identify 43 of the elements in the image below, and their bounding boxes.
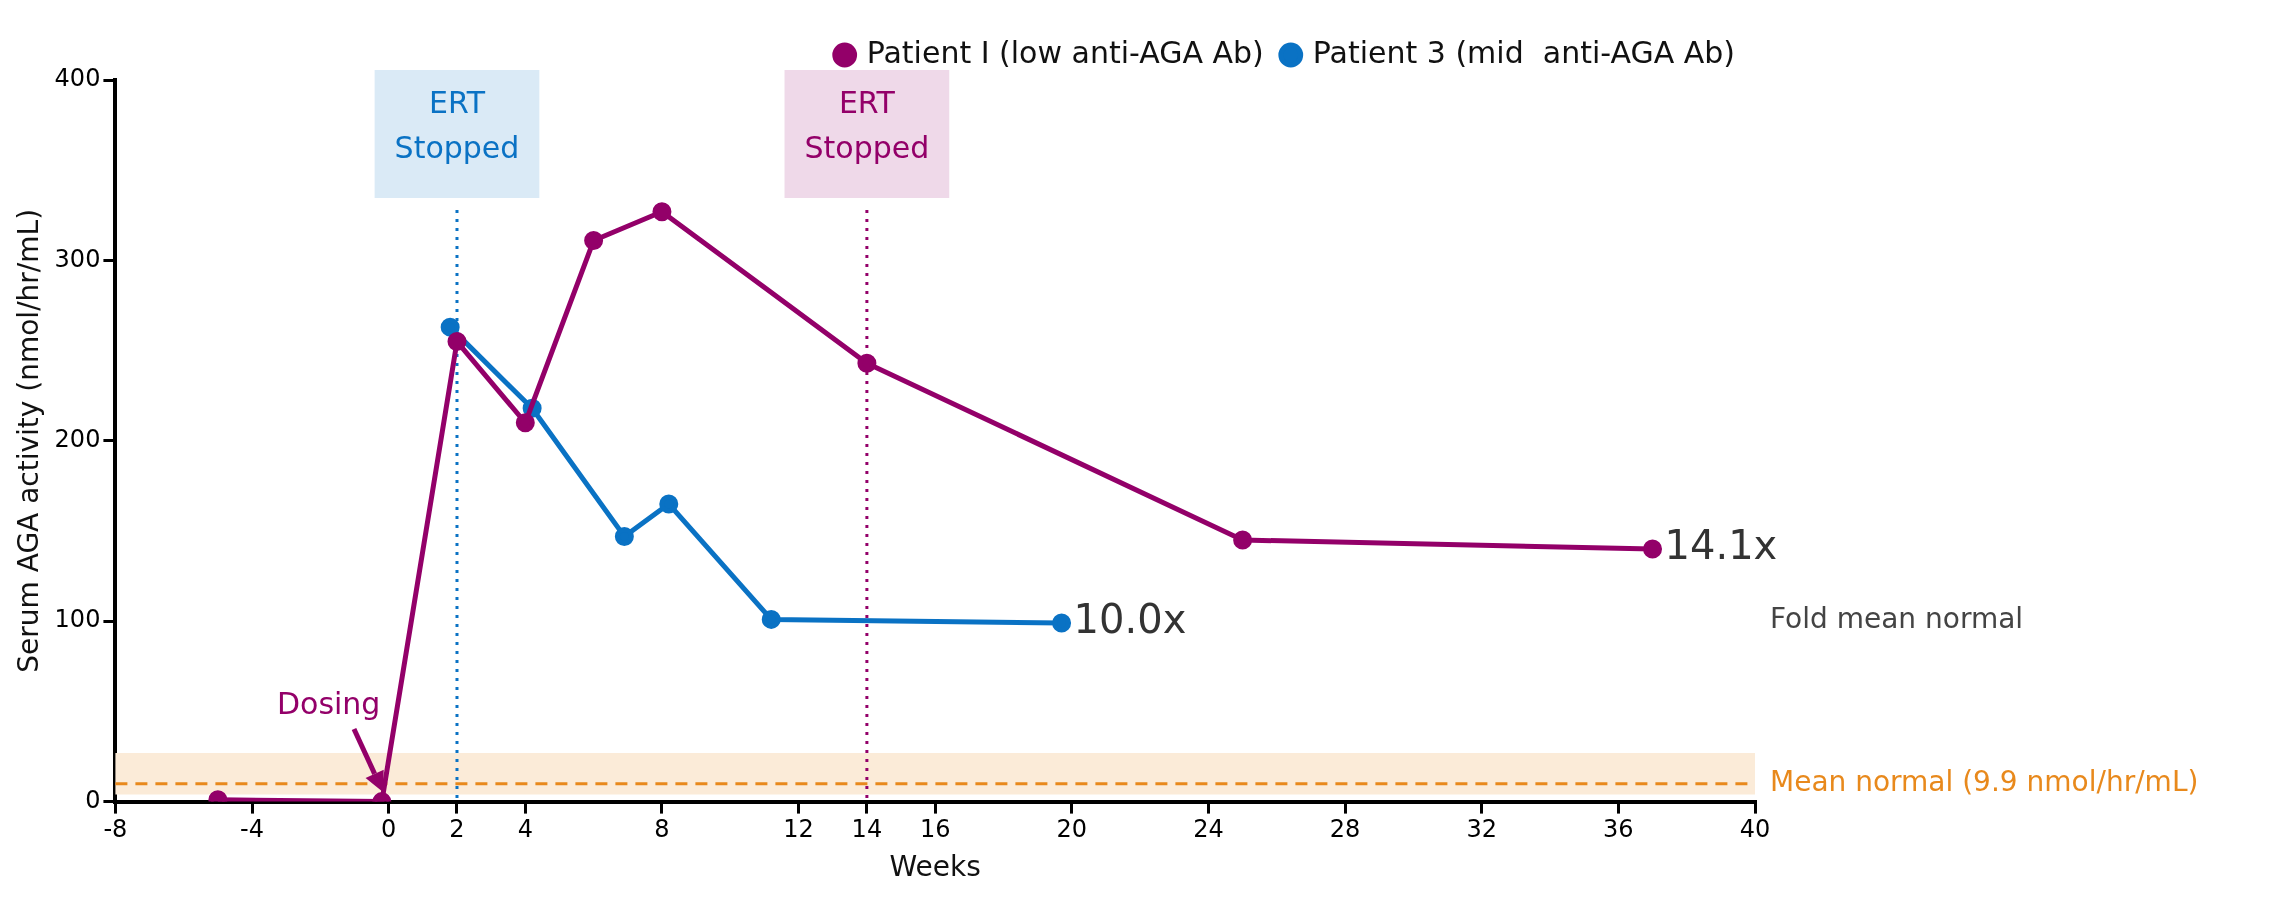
legend-label: Patient I (low anti-AGA Ab) (866, 34, 1264, 70)
point (447, 332, 467, 352)
ref-line-label: Mean normal (9.9 nmol/hr/mL) (1770, 765, 2199, 799)
annotation: 14.1x (1664, 522, 1778, 569)
x-tick-label: 20 (1056, 815, 1088, 844)
x-tick-label: -4 (240, 815, 265, 844)
x-tick-label: 36 (1603, 815, 1634, 844)
legend-label: Patient 3 (mid anti-AGA Ab) (1312, 34, 1736, 70)
point (1052, 613, 1072, 633)
annotation: Dosing (276, 686, 381, 722)
y-axis-title: Serum AGA activity (nmol/hr/mL) (12, 208, 46, 673)
point (857, 353, 877, 373)
x-axis-title: Weeks (889, 850, 981, 884)
y-tick-label: 100 (54, 605, 101, 634)
annotation: 10.0x (1073, 596, 1187, 643)
x-tick-label: 24 (1193, 815, 1224, 844)
x-tick-label: 12 (783, 815, 814, 844)
point (584, 231, 604, 251)
y-tick-label: 400 (54, 64, 101, 93)
point (652, 202, 672, 222)
x-tick-label: 2 (449, 815, 465, 844)
text: Fold mean normal (1770, 602, 2024, 636)
point (515, 413, 535, 433)
y-tick-label: 0 (85, 785, 101, 814)
x-tick-label: 0 (381, 815, 397, 844)
point (761, 609, 781, 629)
x-tick-label: 4 (517, 815, 533, 844)
x-tick-label: 28 (1329, 815, 1361, 844)
ref-line-label: ERT Stopped (394, 84, 520, 165)
y-tick-label: 200 (54, 425, 101, 454)
x-tick-label: 16 (919, 815, 951, 844)
point (1643, 539, 1663, 559)
x-tick-label: -8 (103, 815, 128, 844)
x-tick-label: 14 (851, 815, 883, 844)
x-tick-label: 32 (1466, 815, 1498, 844)
point (614, 526, 634, 546)
x-tick-label: 40 (1739, 815, 1771, 844)
point (440, 317, 460, 337)
point (659, 494, 679, 514)
ref-line-label: ERT Stopped (804, 84, 930, 165)
y-tick-label: 300 (54, 244, 101, 273)
x-tick-label: 8 (654, 815, 670, 844)
point (1233, 530, 1253, 550)
